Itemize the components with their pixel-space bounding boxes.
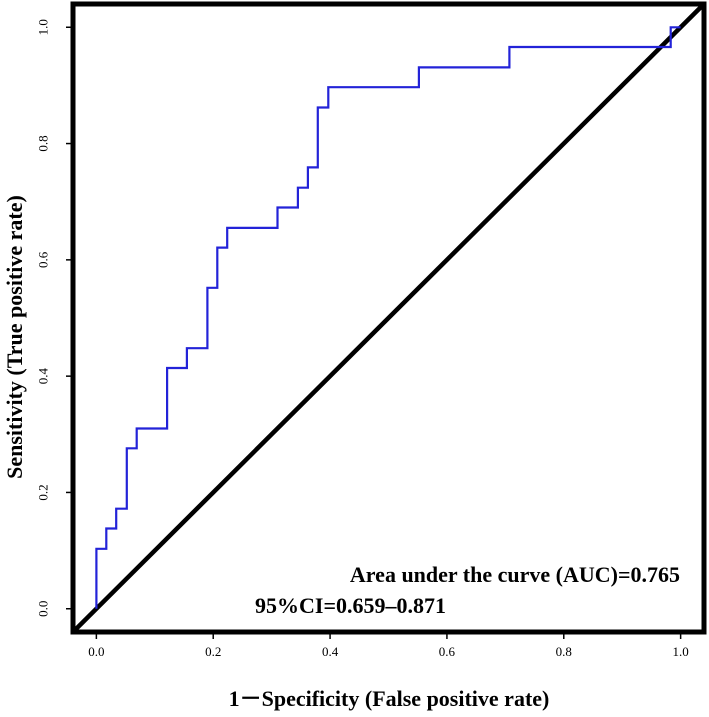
x-tick-label: 0.6 xyxy=(439,644,456,659)
y-tick-label: 0.8 xyxy=(36,135,51,151)
x-tick-label: 0.2 xyxy=(205,644,221,659)
x-tick-label: 0.0 xyxy=(88,644,104,659)
ci-annotation: 95%CI=0.659–0.871 xyxy=(255,593,446,618)
y-tick-label: 0.4 xyxy=(36,368,51,385)
y-tick-label: 0.0 xyxy=(36,601,51,617)
reference-diagonal xyxy=(71,2,706,634)
y-tick-label: 0.6 xyxy=(36,251,51,268)
x-axis-title: 1－Specificity (False positive rate) xyxy=(229,686,550,711)
roc-curve xyxy=(95,26,681,609)
roc-curve-layer xyxy=(95,26,681,609)
y-tick-label: 1.0 xyxy=(36,19,51,35)
ticks-layer: 0.0 0.2 0.4 0.6 0.8 1.0 0.0 0.2 0.4 0.6 0.8 1.0 xyxy=(36,19,689,659)
x-tick-label: 1.0 xyxy=(673,644,689,659)
y-axis-title: Sensitivity (True positive rate) xyxy=(2,195,27,479)
y-tick-label: 0.2 xyxy=(36,484,51,500)
reference-line-layer xyxy=(71,2,706,634)
auc-annotation: Area under the curve (AUC)=0.765 xyxy=(350,562,680,587)
x-tick-label: 0.8 xyxy=(556,644,572,659)
plot-frame xyxy=(70,1,707,635)
x-tick-label: 0.4 xyxy=(322,644,339,659)
